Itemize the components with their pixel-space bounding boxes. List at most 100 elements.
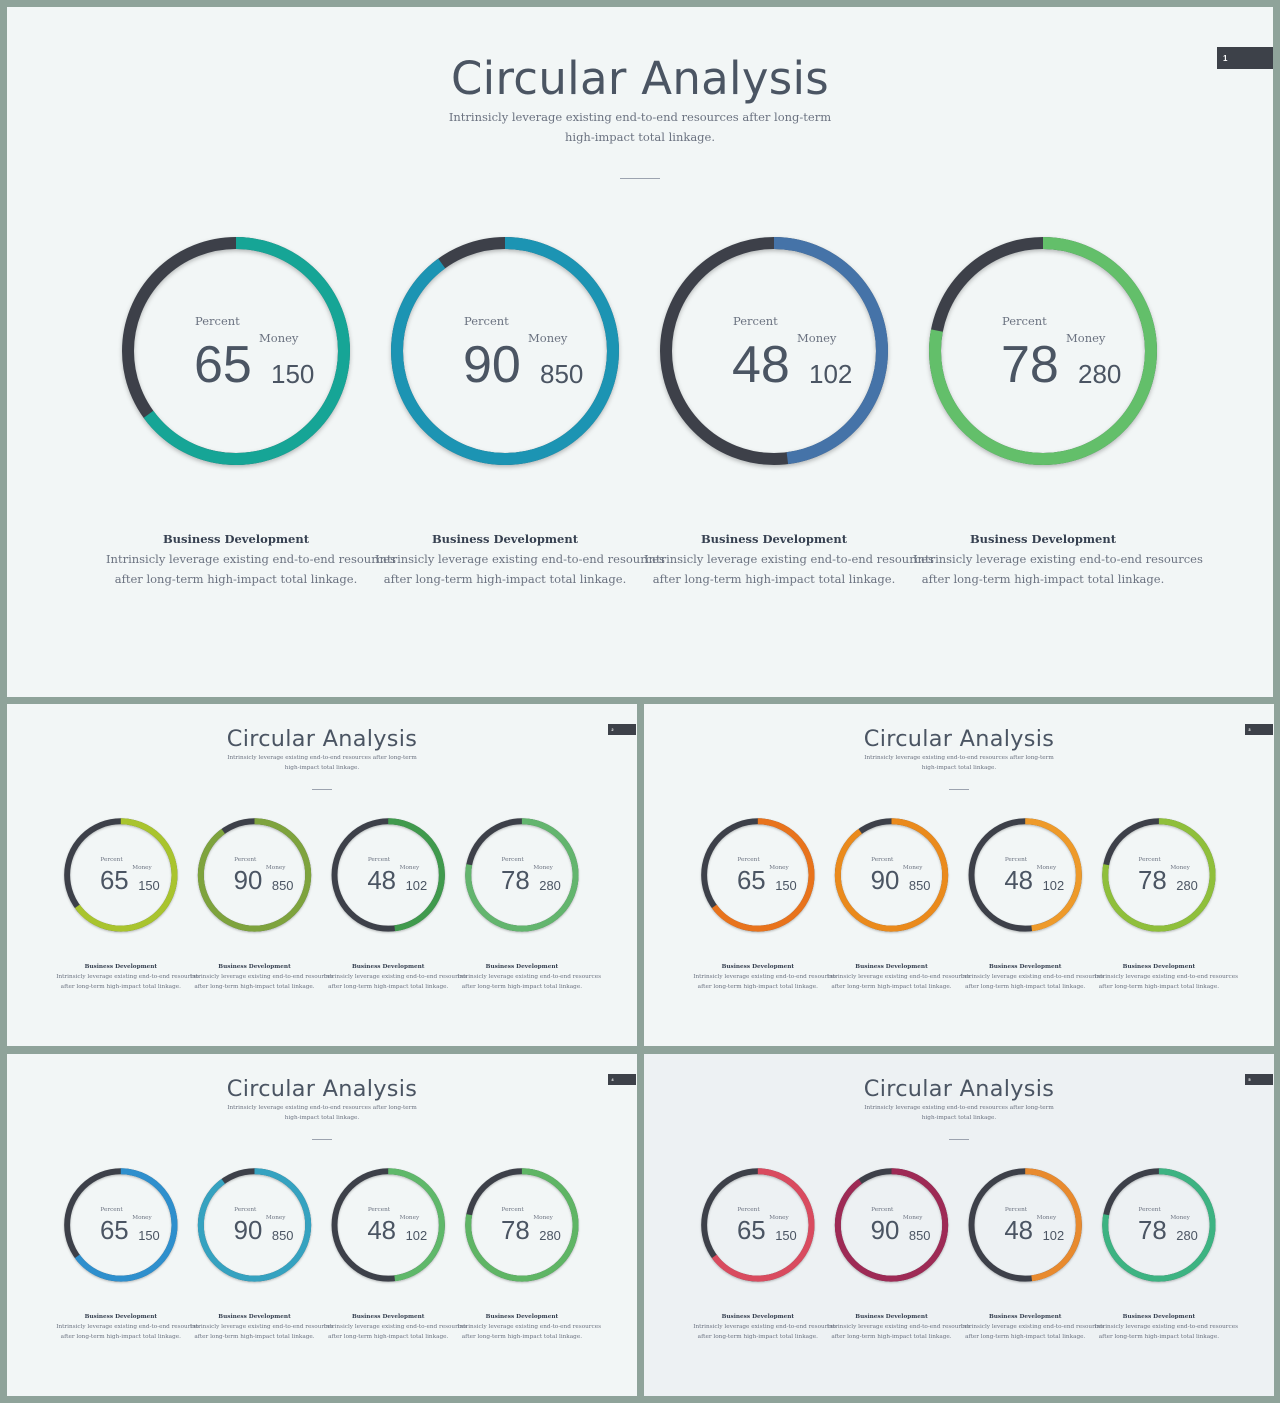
percent-label: Percent <box>100 1206 123 1213</box>
percent-value: 65 <box>736 1217 766 1245</box>
description-line-1: Intrinsicly leverage existing end-to-end… <box>960 974 1105 981</box>
percent-value: 65 <box>99 1217 129 1245</box>
percent-value: 90 <box>870 1217 900 1245</box>
percent-value: 90 <box>463 336 521 394</box>
gauge-description-2: Business Development Intrinsicly leverage… <box>190 1313 334 1343</box>
description-line-2: after long-term high-impact total linkag… <box>60 1334 181 1341</box>
description-heading: Business Development <box>855 964 928 971</box>
description-line-2: after long-term high-impact total linkag… <box>1098 984 1220 991</box>
description-line-1: Intrinsicly leverage existing end-to-end… <box>457 1324 602 1331</box>
percent-label: Percent <box>464 314 509 328</box>
percent-label: Percent <box>737 1206 760 1213</box>
money-value: 102 <box>1042 1227 1065 1243</box>
title-divider <box>948 1138 969 1140</box>
money-label: Money <box>528 331 568 345</box>
subtitle-line-1: Intrinsicly leverage existing end-to-end… <box>864 1104 1054 1111</box>
slide-subtitle: Intrinsicly leverage existing end-to-end… <box>644 754 1274 774</box>
percent-label: Percent <box>737 856 760 863</box>
percent-value: 78 <box>501 1217 530 1245</box>
description-heading: Business Development <box>1122 1314 1196 1321</box>
money-value: 280 <box>1176 1227 1198 1243</box>
money-label: Money <box>132 865 152 872</box>
percent-value: 48 <box>732 336 790 394</box>
gauge-description-4: Business Development Intrinsicly leverage… <box>457 1313 602 1343</box>
percent-label: Percent <box>1002 314 1047 328</box>
description-heading: Business Development <box>485 964 559 971</box>
title-divider <box>620 178 660 179</box>
money-label: Money <box>1170 1215 1190 1222</box>
gauge-description-3: Business Development Intrinsicly leverage… <box>324 1313 468 1343</box>
money-value: 280 <box>539 877 561 893</box>
gauge-description-1: Business Development Intrinsicly leverage… <box>56 963 200 993</box>
description-heading: Business Development <box>351 1314 425 1321</box>
description-heading: Business Development <box>431 532 579 546</box>
gauge-description-4: Business Development Intrinsicly leverage… <box>1094 1313 1238 1343</box>
money-value: 850 <box>908 877 931 893</box>
percent-value: 65 <box>99 867 129 895</box>
percent-value: 90 <box>233 1217 263 1245</box>
gauge-description-1: Business Development Intrinsicly leverage… <box>693 1313 837 1343</box>
money-value: 150 <box>138 1227 160 1243</box>
gauge-description-2: Business Development Intrinsicly leverage… <box>826 963 971 993</box>
description-line-2: after long-term high-impact total linkag… <box>831 984 952 991</box>
percent-value: 48 <box>367 867 397 895</box>
money-label: Money <box>1036 1215 1057 1222</box>
percent-value: 48 <box>1004 1217 1034 1245</box>
money-value: 102 <box>405 877 428 893</box>
percent-label: Percent <box>367 856 391 863</box>
slide-subtitle: Intrinsicly leverage existing end-to-end… <box>7 1104 637 1124</box>
slide-5: 5 Circular Analysis Intrinsicly leverage e… <box>644 1054 1274 1396</box>
money-label: Money <box>769 1215 789 1222</box>
slide-number-badge: 4 <box>608 1073 637 1085</box>
percent-label: Percent <box>871 856 894 863</box>
percent-label: Percent <box>1138 1206 1161 1213</box>
subtitle-line-1: Intrinsicly leverage existing end-to-end… <box>227 754 417 761</box>
slide-number-badge: 3 <box>1245 723 1274 735</box>
description-line-1: Intrinsicly leverage existing end-to-end… <box>693 974 837 981</box>
gauge-description-3: Business Development Intrinsicly leverage… <box>960 963 1105 993</box>
gauge-description-2: Business Development Intrinsicly leverage… <box>827 1313 971 1343</box>
description-line-2: after long-term high-impact total linkag… <box>114 572 358 586</box>
money-label: Money <box>1066 331 1106 345</box>
percent-label: Percent <box>733 314 778 328</box>
description-line-2: after long-term high-impact total linkag… <box>965 984 1086 991</box>
description-line-1: Intrinsicly leverage existing end-to-end… <box>693 1324 837 1331</box>
money-label: Money <box>533 865 553 872</box>
description-line-1: Intrinsicly leverage existing end-to-end… <box>375 552 665 566</box>
slide-number: 2 <box>611 727 614 733</box>
percent-label: Percent <box>367 1206 391 1213</box>
slide-number-badge: 1 <box>1217 47 1273 69</box>
description-line-2: after long-term high-impact total linkag… <box>60 984 181 991</box>
percent-label: Percent <box>100 856 123 863</box>
title-divider <box>311 788 332 790</box>
percent-value: 78 <box>1138 1217 1167 1245</box>
description-line-1: Intrinsicly leverage existing end-to-end… <box>644 552 934 566</box>
money-label: Money <box>902 865 923 872</box>
description-line-2: after long-term high-impact total linkag… <box>328 984 449 991</box>
slide-title: Circular Analysis <box>450 52 830 105</box>
money-label: Money <box>769 865 789 872</box>
subtitle-line-1: Intrinsicly leverage existing end-to-end… <box>227 1104 417 1111</box>
money-label: Money <box>399 865 420 872</box>
description-heading: Business Development <box>721 964 795 971</box>
money-value: 102 <box>1042 877 1065 893</box>
description-heading: Business Development <box>84 964 158 971</box>
description-line-1: Intrinsicly leverage existing end-to-end… <box>913 552 1203 566</box>
description-heading: Business Development <box>351 964 425 971</box>
description-line-2: after long-term high-impact total linkag… <box>921 572 1165 586</box>
money-value: 280 <box>1176 877 1198 893</box>
description-heading: Business Development <box>988 964 1062 971</box>
description-heading: Business Development <box>1122 964 1196 971</box>
description-heading: Business Development <box>218 1314 291 1321</box>
description-line-1: Intrinsicly leverage existing end-to-end… <box>1094 974 1239 981</box>
description-heading: Business Development <box>84 1314 158 1321</box>
money-value: 150 <box>775 1227 797 1243</box>
money-label: Money <box>265 1215 286 1222</box>
slide-1: 1 Circular Analysis Intrinsicly leverage e… <box>7 7 1273 697</box>
description-line-1: Intrinsicly leverage existing end-to-end… <box>826 974 971 981</box>
subtitle-line-2: high-impact total linkage. <box>284 764 360 771</box>
description-line-2: after long-term high-impact total linkag… <box>194 984 315 991</box>
description-heading: Business Development <box>969 532 1117 546</box>
percent-label: Percent <box>234 1206 257 1213</box>
description-line-2: after long-term high-impact total linkag… <box>697 984 818 991</box>
